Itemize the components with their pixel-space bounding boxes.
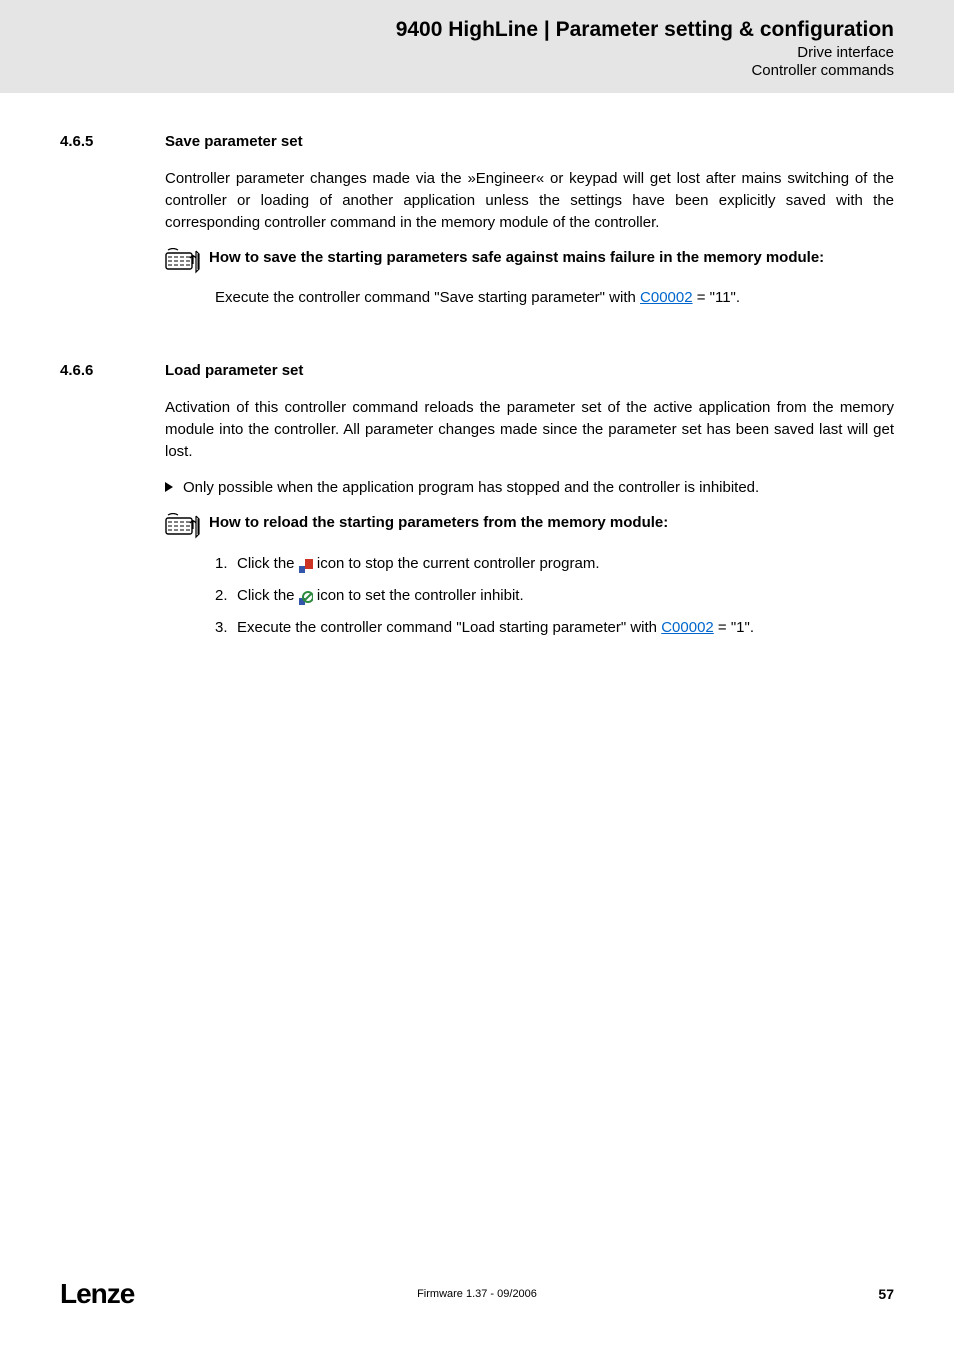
- stop-icon: [299, 557, 313, 571]
- section-465-heading: 4.6.5 Save parameter set: [60, 133, 894, 150]
- firmware-label: Firmware 1.37 - 09/2006: [417, 1288, 537, 1300]
- section-number: 4.6.5: [60, 133, 165, 150]
- page-footer: Lenze Firmware 1.37 - 09/2006 57: [0, 1278, 954, 1310]
- step1-suffix: icon to stop the current controller prog…: [313, 555, 600, 572]
- howto-block-465: How to save the starting parameters safe…: [165, 247, 894, 279]
- step-num: 1.: [215, 552, 237, 576]
- keypad-icon: [165, 512, 209, 544]
- page-header: 9400 HighLine | Parameter setting & conf…: [0, 0, 954, 93]
- step-content: Click the icon to set the controller inh…: [237, 584, 524, 608]
- howto-block-466: How to reload the starting parameters fr…: [165, 512, 894, 544]
- step-content: Click the icon to stop the current contr…: [237, 552, 600, 576]
- step-2: 2. Click the icon to set the controller …: [215, 584, 894, 608]
- section-title: Load parameter set: [165, 362, 303, 379]
- section-466-para: Activation of this controller command re…: [165, 397, 894, 462]
- section-466-heading: 4.6.6 Load parameter set: [60, 362, 894, 379]
- howto-text-466: How to reload the starting parameters fr…: [209, 512, 668, 533]
- inhibit-icon: [299, 589, 313, 603]
- link-c00002-save[interactable]: C00002: [640, 289, 693, 306]
- exec-text-465: Execute the controller command "Save sta…: [215, 287, 894, 308]
- section-title: Save parameter set: [165, 133, 303, 150]
- bullet-text: Only possible when the application progr…: [183, 477, 759, 498]
- subtitle-2: Controller commands: [751, 62, 894, 79]
- step2-suffix: icon to set the controller inhibit.: [313, 587, 524, 604]
- step3-suffix: = "1".: [714, 619, 754, 636]
- section-465-para: Controller parameter changes made via th…: [165, 168, 894, 233]
- step1-prefix: Click the: [237, 555, 299, 572]
- main-title: 9400 HighLine | Parameter setting & conf…: [396, 18, 894, 42]
- step-content: Execute the controller command "Load sta…: [237, 616, 754, 640]
- keypad-icon: [165, 247, 209, 279]
- step-1: 1. Click the icon to stop the current co…: [215, 552, 894, 576]
- step-3: 3. Execute the controller command "Load …: [215, 616, 894, 640]
- step3-prefix: Execute the controller command "Load sta…: [237, 619, 661, 636]
- howto-text-465: How to save the starting parameters safe…: [209, 247, 824, 268]
- link-c00002-load[interactable]: C00002: [661, 619, 714, 636]
- bullet-466: Only possible when the application progr…: [165, 477, 894, 498]
- section-number: 4.6.6: [60, 362, 165, 379]
- step2-prefix: Click the: [237, 587, 299, 604]
- subtitle-1: Drive interface: [797, 44, 894, 61]
- exec-suffix: = "11".: [693, 289, 740, 306]
- lenze-logo: Lenze: [60, 1278, 134, 1310]
- page-number: 57: [878, 1286, 894, 1302]
- triangle-bullet-icon: [165, 477, 183, 498]
- exec-prefix: Execute the controller command "Save sta…: [215, 289, 640, 306]
- step-num: 2.: [215, 584, 237, 608]
- content-area: 4.6.5 Save parameter set Controller para…: [0, 93, 954, 640]
- step-num: 3.: [215, 616, 237, 640]
